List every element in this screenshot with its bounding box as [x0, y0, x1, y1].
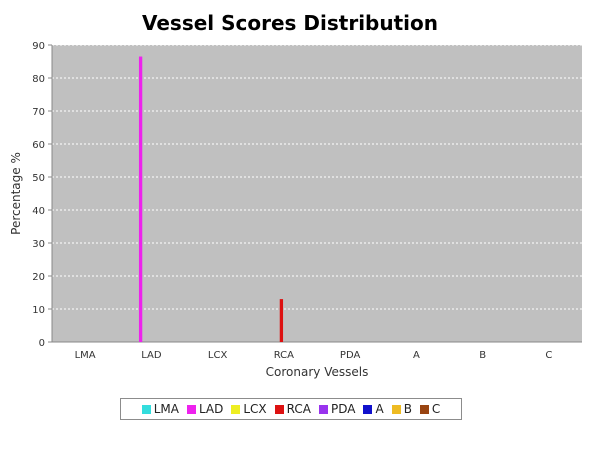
- legend-item: PDA: [318, 402, 356, 416]
- y-tick-label: 20: [32, 272, 45, 283]
- legend-label: LCX: [243, 402, 267, 416]
- legend-swatch: [363, 404, 373, 414]
- legend-label: B: [403, 402, 412, 416]
- x-tick-label: LAD: [141, 350, 162, 361]
- y-tick-label: 60: [32, 140, 45, 151]
- legend-swatch: [274, 404, 284, 414]
- y-tick-label: 40: [32, 206, 45, 217]
- x-tick-label: LCX: [208, 350, 228, 361]
- legend-item: LMA: [141, 402, 179, 416]
- y-tick-label: 50: [32, 173, 45, 184]
- y-tick-label: 80: [32, 74, 45, 85]
- legend-item: LAD: [186, 402, 224, 416]
- legend-label: RCA: [286, 402, 311, 416]
- chart-title: Vessel Scores Distribution: [142, 11, 438, 35]
- legend-label: LAD: [198, 402, 224, 416]
- legend-label: LMA: [153, 402, 179, 416]
- bars: [138, 56, 284, 343]
- x-tick-label: A: [413, 350, 420, 361]
- y-tick-label: 10: [32, 305, 45, 316]
- y-tick-label: 70: [32, 107, 45, 118]
- x-tick-label: RCA: [274, 350, 294, 361]
- legend-swatch: [141, 404, 151, 414]
- legend-item: RCA: [274, 402, 311, 416]
- legend-swatch: [186, 404, 196, 414]
- legend-item: A: [363, 402, 384, 416]
- legend-label: PDA: [330, 402, 356, 416]
- x-axis-ticks: LMA LAD LCX RCA PDA A B C: [75, 350, 553, 361]
- y-tick-label: 0: [39, 338, 45, 349]
- x-tick-label: PDA: [340, 350, 361, 361]
- y-tick-label: 90: [32, 41, 45, 52]
- y-axis-label: Percentage %: [9, 152, 23, 235]
- y-tick-label: 30: [32, 239, 45, 250]
- x-tick-label: C: [545, 350, 552, 361]
- legend-swatch: [391, 404, 401, 414]
- plot-area: [52, 45, 582, 342]
- x-axis-label: Coronary Vessels: [266, 365, 369, 379]
- x-tick-label: LMA: [75, 350, 96, 361]
- y-axis-ticks: 0 10 20 30 40 50 60 70 80 90: [32, 41, 52, 349]
- legend-item: B: [391, 402, 412, 416]
- x-tick-label: B: [479, 350, 486, 361]
- bar-rca: [279, 299, 284, 342]
- legend: LMA LAD LCX RCA PDA A B C: [120, 398, 462, 420]
- legend-label: A: [375, 402, 384, 416]
- legend-item: LCX: [231, 402, 267, 416]
- legend-label: C: [431, 402, 441, 416]
- bar-lad: [138, 56, 143, 343]
- legend-swatch: [318, 404, 328, 414]
- legend-swatch: [419, 404, 429, 414]
- legend-swatch: [231, 404, 241, 414]
- legend-item: C: [419, 402, 441, 416]
